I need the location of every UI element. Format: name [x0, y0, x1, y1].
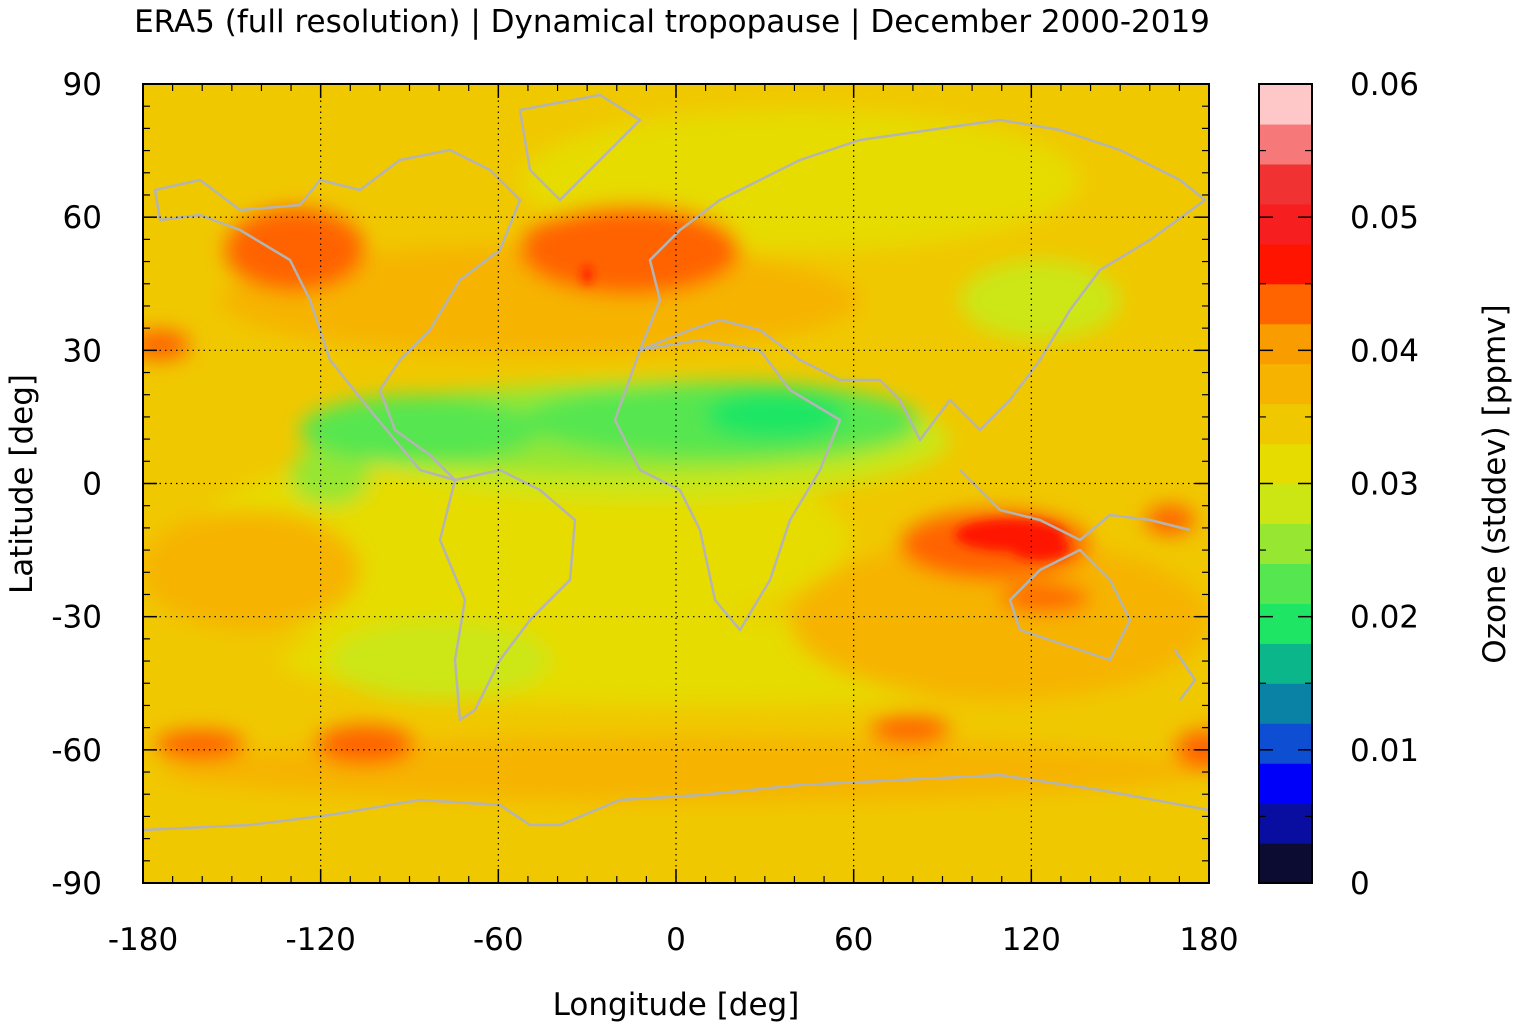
y-tick-label: 60 — [63, 200, 102, 236]
colorbar-swatch — [1259, 803, 1312, 844]
x-tick-labels: -180 -120 -60 0 60 120 180 — [108, 922, 1239, 958]
y-tick-label: 90 — [63, 67, 102, 103]
x-tick-label: -60 — [473, 922, 524, 958]
colorbar-swatch — [1259, 443, 1312, 485]
coastline-south-america — [438, 468, 577, 722]
field-peaks — [582, 266, 1070, 560]
colorbar-tick-label: 0.05 — [1350, 200, 1419, 236]
chart-title: ERA5 (full resolution) | Dynamical tropo… — [134, 4, 1210, 40]
colorbar-ticks — [1259, 83, 1312, 884]
x-tick-label: -120 — [285, 922, 355, 958]
coastline-greenland — [518, 93, 642, 202]
field-contours — [143, 110, 1209, 802]
x-tick-label: 120 — [1002, 922, 1061, 958]
colorbar-swatch — [1259, 723, 1312, 764]
grid-lines — [143, 84, 1209, 883]
y-tick-label: -30 — [51, 600, 102, 636]
coastline-maritime-asia — [959, 469, 1191, 542]
x-tick-label: 0 — [666, 922, 686, 958]
colorbar-swatch — [1259, 483, 1312, 525]
colorbar-tick-label: 0 — [1350, 866, 1370, 902]
colorbar-swatch — [1259, 523, 1312, 564]
colorbar-swatch — [1259, 203, 1312, 245]
colorbar-swatch — [1259, 283, 1312, 325]
coastline-new-zealand — [1173, 649, 1197, 701]
colorbar — [1259, 84, 1312, 884]
colorbar-swatch — [1259, 163, 1312, 205]
colorbar-swatch — [1259, 403, 1312, 445]
colorbar-swatch — [1259, 84, 1312, 125]
colorbar-tick-label: 0.02 — [1350, 600, 1419, 636]
y-axis-label: Latitude [deg] — [4, 374, 40, 594]
colorbar-swatch — [1259, 363, 1312, 405]
colorbar-swatch — [1259, 563, 1312, 604]
x-tick-label: 60 — [834, 922, 873, 958]
y-tick-labels: -90 -60 -30 0 30 60 90 — [51, 67, 102, 902]
colorbar-tick-label: 0.04 — [1350, 333, 1419, 369]
colorbar-swatch — [1259, 243, 1312, 285]
coastline-antarctica — [143, 773, 1209, 832]
colorbar-tick-label: 0.06 — [1350, 67, 1419, 103]
x-tick-label: -180 — [108, 922, 178, 958]
x-axis-label: Longitude [deg] — [553, 987, 800, 1023]
colorbar-swatch — [1259, 323, 1312, 365]
y-tick-label: 0 — [82, 467, 102, 503]
y-tick-label: 30 — [63, 333, 102, 369]
colorbar-tick-label: 0.01 — [1350, 733, 1419, 769]
colorbar-label: Ozone (stddev) [ppmv] — [1477, 304, 1513, 663]
y-tick-label: -60 — [51, 733, 102, 769]
coastline-australia — [1008, 548, 1132, 662]
plot-frame — [142, 83, 1210, 884]
colorbar-swatch — [1259, 763, 1312, 804]
colorbar-swatch — [1259, 603, 1312, 644]
colorbar-swatch — [1259, 643, 1312, 684]
coastline-north-america — [153, 148, 522, 482]
coastline-eurasia — [638, 118, 1207, 442]
x-tick-label: 180 — [1179, 922, 1238, 958]
y-tick-label: -90 — [51, 866, 102, 902]
coastline-africa — [613, 338, 842, 632]
colorbar-tick-labels: 0 0.01 0.02 0.03 0.04 0.05 0.06 — [1350, 67, 1419, 902]
colorbar-swatch — [1259, 123, 1312, 165]
coastlines — [143, 93, 1209, 832]
colorbar-tick-label: 0.03 — [1350, 467, 1419, 503]
colorbar-swatch — [1259, 843, 1312, 884]
colorbar-swatch — [1259, 683, 1312, 724]
